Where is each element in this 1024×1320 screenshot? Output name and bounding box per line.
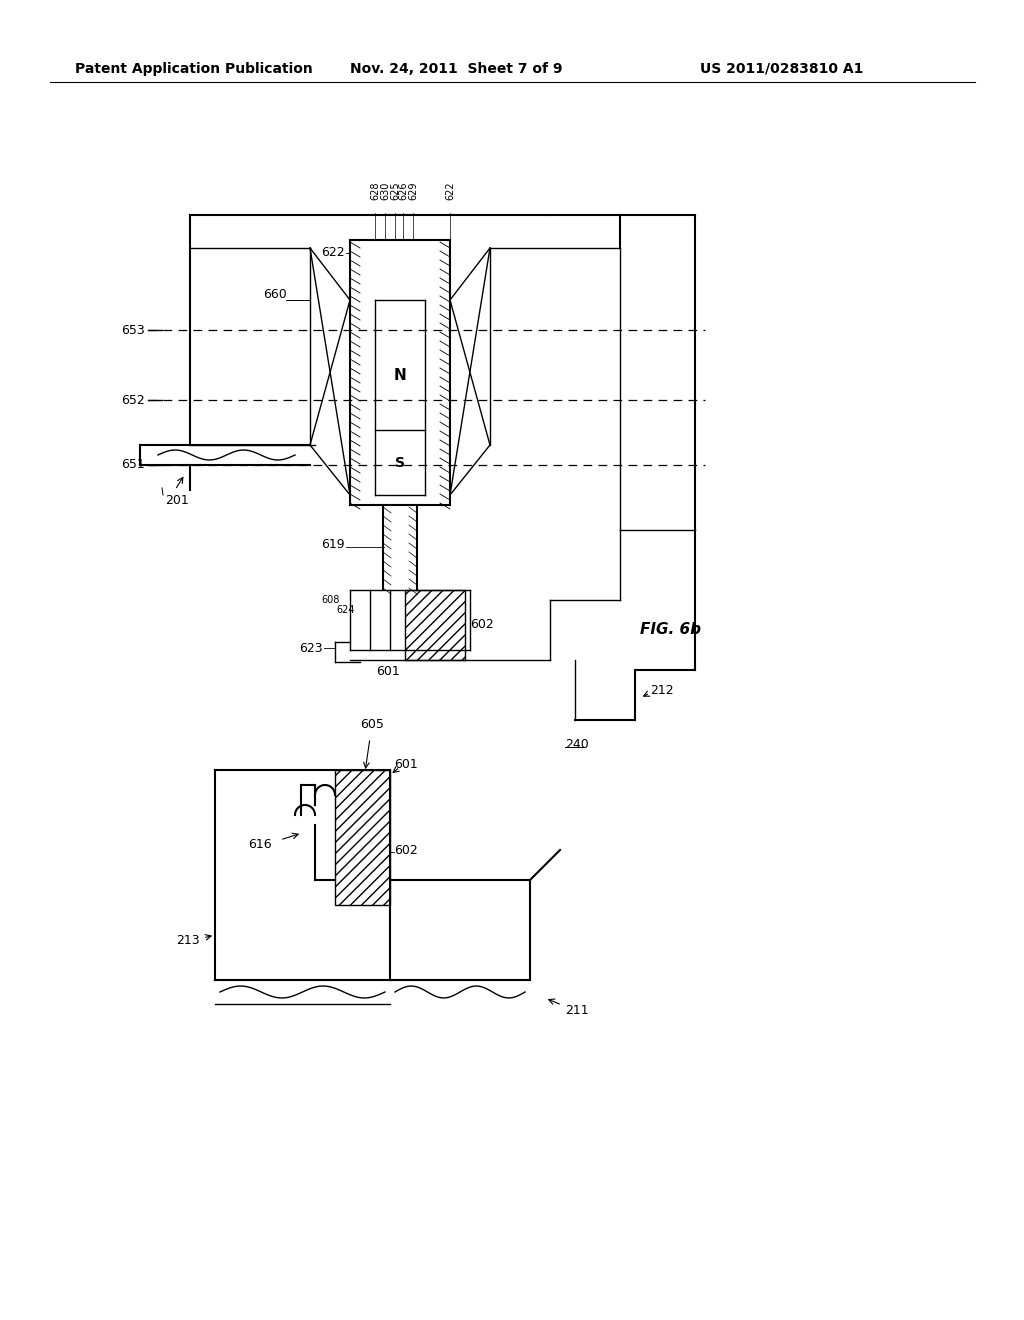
Text: 601: 601 — [376, 665, 400, 678]
Text: 625: 625 — [390, 181, 400, 201]
Text: 212: 212 — [650, 684, 674, 697]
Text: 652: 652 — [121, 393, 145, 407]
Text: 651: 651 — [121, 458, 145, 471]
Text: 660: 660 — [263, 289, 287, 301]
Text: Nov. 24, 2011  Sheet 7 of 9: Nov. 24, 2011 Sheet 7 of 9 — [350, 62, 562, 77]
Text: 211: 211 — [565, 1003, 589, 1016]
Text: 213: 213 — [176, 933, 200, 946]
Text: S: S — [395, 455, 406, 470]
Text: 608: 608 — [322, 595, 340, 605]
Text: FIG. 6b: FIG. 6b — [640, 623, 701, 638]
Text: 240: 240 — [565, 738, 589, 751]
Text: 602: 602 — [394, 843, 418, 857]
Text: 602: 602 — [470, 619, 494, 631]
Text: 622: 622 — [445, 181, 455, 201]
Text: 629: 629 — [408, 181, 418, 201]
Text: Patent Application Publication: Patent Application Publication — [75, 62, 312, 77]
Text: 605: 605 — [360, 718, 384, 731]
Text: 630: 630 — [380, 182, 390, 201]
Text: 653: 653 — [121, 323, 145, 337]
Text: 619: 619 — [322, 539, 345, 552]
Text: N: N — [393, 367, 407, 383]
Text: 622: 622 — [322, 247, 345, 260]
Bar — [406, 590, 465, 660]
Text: 624: 624 — [337, 605, 355, 615]
Text: 626: 626 — [398, 181, 408, 201]
Text: 201: 201 — [165, 494, 188, 507]
Text: 628: 628 — [370, 181, 380, 201]
Bar — [335, 770, 390, 906]
Text: US 2011/0283810 A1: US 2011/0283810 A1 — [700, 62, 863, 77]
Text: 601: 601 — [394, 759, 418, 771]
Text: 623: 623 — [299, 642, 323, 655]
Text: 616: 616 — [249, 838, 272, 851]
